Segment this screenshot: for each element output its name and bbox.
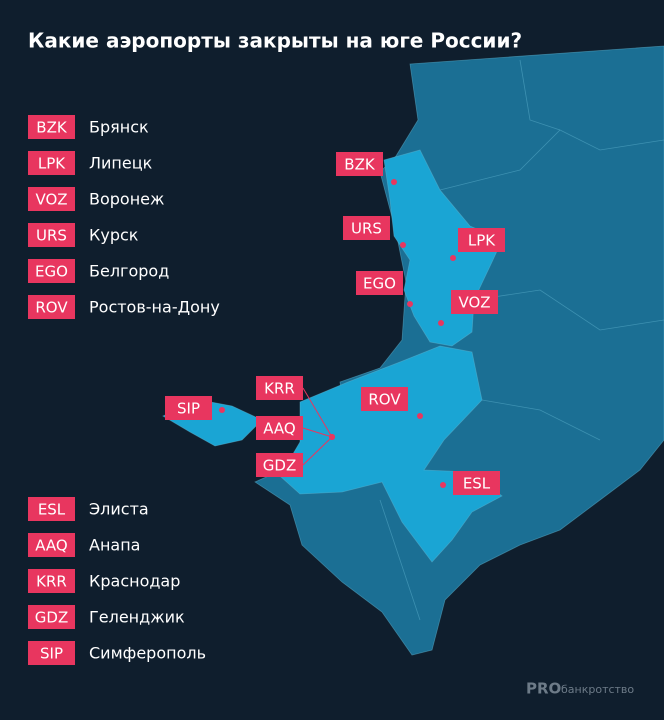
city-label: Брянск — [89, 118, 149, 137]
airport-dot — [417, 413, 423, 419]
code-box — [165, 396, 212, 420]
code-box — [356, 271, 403, 295]
city-label: Краснодар — [89, 572, 180, 591]
code-box — [361, 387, 408, 411]
code-label: GDZ — [35, 609, 68, 627]
code-label: VOZ — [458, 294, 490, 312]
code-box — [28, 115, 75, 139]
city-label: Белгород — [89, 262, 169, 281]
city-label: Геленджик — [89, 608, 185, 627]
code-box — [336, 152, 383, 176]
map-markers: BZK URS LPK EGO VOZ ROV KRR AAQ GDZ SIP ESL — [165, 152, 505, 495]
airport-dot — [450, 255, 456, 261]
footer-brand: PRO — [526, 680, 561, 698]
code-box — [28, 223, 75, 247]
code-box — [28, 569, 75, 593]
airport-dot — [329, 434, 335, 440]
city-label: Воронеж — [89, 190, 164, 209]
code-label: KRR — [264, 380, 295, 398]
airport-dot — [400, 242, 406, 248]
code-box — [451, 290, 498, 314]
code-box — [256, 416, 303, 440]
footer-suffix: банкротство — [561, 683, 634, 696]
code-label: GDZ — [263, 457, 296, 475]
city-label: Элиста — [89, 500, 149, 519]
legend: BZK Брянск LPK Липецк VOZ Воронеж URS Курск EGO Б… — [28, 115, 220, 665]
border — [481, 399, 601, 441]
code-box — [28, 151, 75, 175]
code-label: SIP — [177, 400, 200, 418]
border — [519, 59, 561, 131]
city-label: Курск — [89, 226, 139, 245]
leader-line — [302, 436, 333, 466]
leader-line — [302, 387, 333, 438]
code-box — [256, 376, 303, 400]
map — [162, 45, 664, 656]
code-label: BZK — [36, 119, 68, 137]
city-label: Ростов-на-Дону — [89, 298, 220, 317]
code-box — [28, 497, 75, 521]
border — [473, 289, 664, 331]
code-box — [28, 605, 75, 629]
city-label: Симферополь — [89, 644, 206, 663]
code-label: URS — [36, 227, 67, 245]
code-label: AAQ — [263, 420, 295, 438]
code-box — [28, 295, 75, 319]
code-label: LPK — [38, 155, 66, 173]
code-box — [256, 453, 303, 477]
code-box — [28, 641, 75, 665]
code-label: EGO — [363, 275, 396, 293]
code-box — [458, 228, 505, 252]
airport-dot — [391, 179, 397, 185]
code-label: SIP — [40, 645, 63, 663]
code-box — [343, 216, 390, 240]
city-label: Липецк — [89, 154, 153, 173]
code-label: VOZ — [35, 191, 67, 209]
code-box — [28, 259, 75, 283]
code-label: BZK — [344, 156, 376, 174]
city-label: Анапа — [89, 536, 140, 555]
code-box — [28, 187, 75, 211]
code-label: ESL — [463, 475, 491, 493]
title: Какие аэропорты закрыты на юге России? — [28, 29, 522, 53]
code-label: KRR — [36, 573, 67, 591]
airport-dot — [440, 482, 446, 488]
code-label: URS — [351, 220, 382, 238]
leader-line — [302, 427, 333, 438]
region-highlight-south — [279, 345, 503, 563]
airport-dot — [438, 320, 444, 326]
airport-dot — [219, 407, 225, 413]
code-label: ROV — [35, 299, 68, 317]
code-label: AAQ — [35, 537, 67, 555]
code-label: EGO — [35, 263, 68, 281]
code-box — [28, 533, 75, 557]
code-label: LPK — [468, 232, 496, 250]
code-box — [453, 471, 500, 495]
code-label: ESL — [38, 501, 66, 519]
border — [379, 499, 421, 621]
airport-dot — [407, 301, 413, 307]
code-label: ROV — [368, 391, 401, 409]
region-borders — [379, 59, 664, 621]
